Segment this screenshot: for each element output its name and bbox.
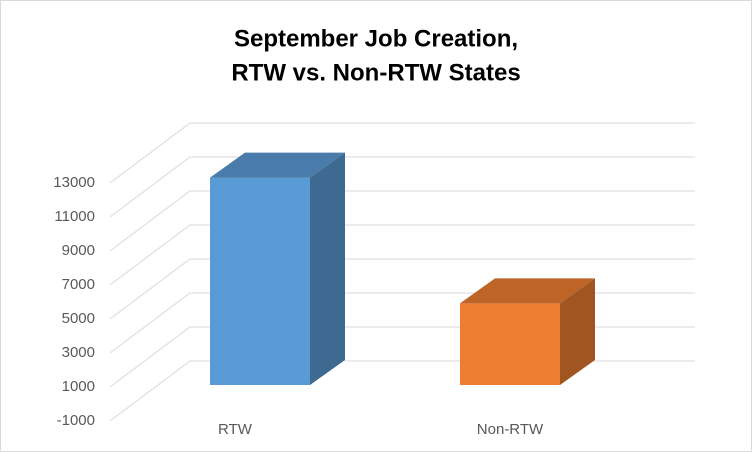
y-tick-label: 1000	[62, 378, 95, 395]
grid-line	[109, 258, 695, 320]
bar-top	[210, 152, 345, 178]
y-tick-label: 5000	[62, 310, 95, 327]
grid-line	[109, 224, 695, 286]
y-tick-label: 3000	[62, 344, 95, 361]
y-tick-label: 11000	[54, 208, 95, 225]
y-tick-label: 13000	[53, 174, 95, 191]
bar	[460, 303, 560, 385]
grid-line	[109, 190, 695, 252]
grid-line	[109, 156, 695, 218]
chart-title: RTW vs. Non-RTW States	[231, 59, 520, 86]
x-tick-label: Non-RTW	[477, 421, 544, 438]
y-tick-label: 9000	[62, 242, 95, 259]
bar	[210, 177, 310, 385]
x-tick-label: RTW	[218, 421, 253, 438]
bar-top	[460, 278, 595, 304]
bar-side	[310, 152, 345, 385]
chart-title: September Job Creation,	[234, 25, 518, 52]
y-tick-label: 7000	[62, 276, 95, 293]
grid-line	[109, 122, 695, 184]
y-tick-label: -1000	[57, 412, 95, 429]
bar-side	[560, 278, 595, 385]
